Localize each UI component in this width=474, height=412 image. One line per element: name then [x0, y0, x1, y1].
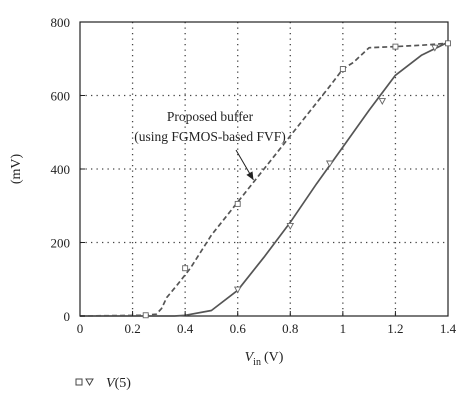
- x-tick-labels: 0 0.2 0.4 0.6 0.8 1 1.2 1.4: [77, 311, 457, 336]
- triangle-marker: [233, 286, 242, 294]
- series-line-dashed: [79, 42, 449, 317]
- legend: V(5): [75, 376, 131, 391]
- series-markers: [142, 40, 451, 319]
- annotation-line-2: (using FGMOS-based FVF): [134, 129, 286, 144]
- y-tick-label: 400: [51, 162, 71, 177]
- y-tick-label: 200: [51, 236, 71, 251]
- x-axis-label-main: V: [245, 350, 255, 365]
- legend-label: V(5): [106, 376, 131, 391]
- square-marker: [234, 200, 241, 207]
- annotation-arrow-head: [246, 171, 254, 181]
- x-tick-label: 0.4: [177, 321, 194, 336]
- x-tick-label: 1.4: [440, 321, 457, 336]
- legend-label-arg: (5): [115, 376, 132, 391]
- y-axis-label: (mV): [9, 154, 24, 185]
- square-marker: [182, 265, 189, 272]
- x-tick-label: 1: [340, 321, 347, 336]
- square-marker: [392, 43, 399, 50]
- x-tick-label: 0.8: [282, 321, 298, 336]
- x-tick-label: 0.2: [124, 321, 140, 336]
- y-tick-label: 600: [51, 89, 71, 104]
- x-axis-label-unit: (V): [264, 350, 284, 365]
- y-tick-labels: 0 200 400 600 800: [51, 15, 85, 324]
- square-marker: [339, 66, 346, 72]
- legend-label-var: V: [106, 376, 116, 391]
- square-marker: [445, 40, 451, 47]
- x-axis-label: Vin (V): [245, 350, 284, 368]
- annotation-line-1: Proposed buffer: [167, 109, 254, 124]
- triangle-marker: [286, 223, 295, 230]
- square-marker: [142, 312, 149, 319]
- x-tick-label: 1.2: [387, 321, 403, 336]
- y-tick-label: 0: [64, 309, 71, 324]
- x-axis-label-sub: in: [253, 357, 261, 368]
- triangle-marker: [431, 44, 439, 52]
- triangle-marker: [378, 98, 387, 105]
- legend-square-marker: [75, 378, 83, 386]
- y-tick-label: 800: [51, 15, 71, 30]
- grid-lines: [80, 22, 448, 316]
- x-tick-label: 0: [77, 321, 84, 336]
- triangle-marker: [325, 160, 334, 168]
- legend-triangle-marker: [85, 378, 94, 386]
- x-tick-label: 0.6: [230, 321, 247, 336]
- series-line-solid: [80, 41, 449, 317]
- annotation: Proposed buffer (using FGMOS-based FVF): [134, 109, 286, 181]
- series-lines: [79, 41, 449, 317]
